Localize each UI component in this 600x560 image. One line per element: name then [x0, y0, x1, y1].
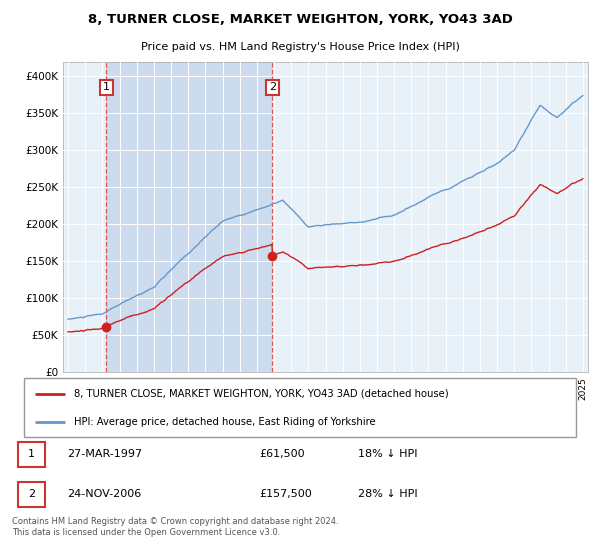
Bar: [106, 62, 272, 372]
Text: 8, TURNER CLOSE, MARKET WEIGHTON, YORK, YO43 3AD: 8, TURNER CLOSE, MARKET WEIGHTON, YORK, …: [88, 13, 512, 26]
Text: 1: 1: [103, 82, 110, 92]
Bar: [18, 482, 46, 507]
Text: 2: 2: [269, 82, 276, 92]
Text: 8, TURNER CLOSE, MARKET WEIGHTON, YORK, YO43 3AD (detached house): 8, TURNER CLOSE, MARKET WEIGHTON, YORK, …: [74, 389, 448, 399]
Text: Contains HM Land Registry data © Crown copyright and database right 2024.
This d: Contains HM Land Registry data © Crown c…: [12, 517, 338, 536]
Text: 24-NOV-2006: 24-NOV-2006: [67, 489, 141, 499]
Text: Price paid vs. HM Land Registry's House Price Index (HPI): Price paid vs. HM Land Registry's House …: [140, 43, 460, 52]
Text: £61,500: £61,500: [260, 449, 305, 459]
Text: 27-MAR-1997: 27-MAR-1997: [67, 449, 142, 459]
Text: £157,500: £157,500: [260, 489, 313, 499]
Text: 2: 2: [28, 489, 35, 499]
Bar: [18, 442, 46, 466]
Text: 18% ↓ HPI: 18% ↓ HPI: [358, 449, 417, 459]
Text: 1: 1: [28, 449, 35, 459]
Text: HPI: Average price, detached house, East Riding of Yorkshire: HPI: Average price, detached house, East…: [74, 417, 376, 427]
Text: 28% ↓ HPI: 28% ↓ HPI: [358, 489, 417, 499]
